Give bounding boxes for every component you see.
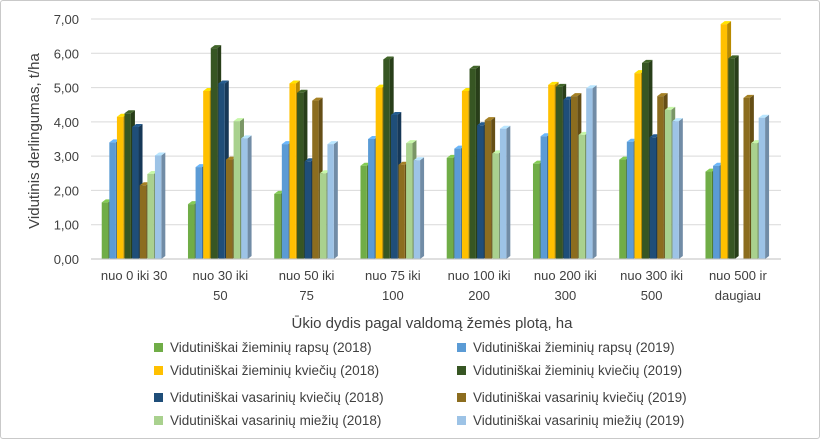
legend-item: Vidutiniškai vasarinių miežių (2018) <box>154 413 381 428</box>
bar <box>758 114 770 259</box>
legend-label: Vidutiniškai vasarinių kviečių (2018) <box>170 390 384 405</box>
legend-item: Vidutiniškai žieminių rapsų (2018) <box>154 340 372 355</box>
bars <box>101 21 770 260</box>
x-tick-label: daugiau <box>715 288 761 303</box>
legend: Vidutiniškai žieminių rapsų (2018) Viduti… <box>154 340 687 428</box>
bar <box>499 125 511 259</box>
x-tick-label: nuo 50 iki <box>279 268 335 283</box>
y-tick-label: 0,00 <box>54 252 79 267</box>
legend-swatch <box>457 393 466 402</box>
bar <box>728 55 739 259</box>
y-tick-label: 1,00 <box>54 218 79 233</box>
x-tick-label: 500 <box>641 288 663 303</box>
x-tick-label: nuo 500 ir <box>709 268 767 283</box>
y-tick-label: 5,00 <box>54 81 79 96</box>
y-tick-label: 6,00 <box>54 46 79 61</box>
x-tick-label: nuo 100 iki <box>448 268 511 283</box>
x-tick-label: nuo 0 iki 30 <box>101 268 168 283</box>
legend-swatch <box>457 416 466 425</box>
y-tick-label: 4,00 <box>54 115 79 130</box>
bar <box>586 85 597 259</box>
legend-label: Vidutiniškai žieminių kviečių (2019) <box>473 363 682 378</box>
legend-item: Vidutiniškai žieminių kviečių (2018) <box>154 363 379 378</box>
legend-label: Vidutiniškai vasarinių kviečių (2019) <box>473 390 687 405</box>
legend-swatch <box>154 366 163 375</box>
legend-item: Vidutiniškai vasarinių kviečių (2018) <box>154 390 384 405</box>
y-axis-title: Vidutinis derlingumas, t/ha <box>26 53 43 229</box>
x-tick-label: nuo 75 iki <box>365 268 421 283</box>
y-tick-label: 3,00 <box>54 149 79 164</box>
legend-item: Vidutiniškai žieminių rapsų (2019) <box>457 340 675 355</box>
y-tick-label: 2,00 <box>54 183 79 198</box>
x-tick-label: 50 <box>213 288 227 303</box>
legend-item: Vidutiniškai žieminių kviečių (2019) <box>457 363 682 378</box>
legend-swatch <box>154 343 163 352</box>
legend-label: Vidutiniškai vasarinių miežių (2018) <box>170 413 381 428</box>
x-tick-label: nuo 200 iki <box>534 268 597 283</box>
bar <box>241 135 252 259</box>
legend-label: Vidutiniškai žieminių rapsų (2019) <box>473 340 675 355</box>
legend-swatch <box>154 393 163 402</box>
x-tick-label: 300 <box>555 288 577 303</box>
x-tick-label: nuo 30 iki <box>193 268 249 283</box>
legend-label: Vidutiniškai vasarinių miežių (2019) <box>473 413 684 428</box>
legend-swatch <box>154 416 163 425</box>
bar <box>413 157 425 259</box>
x-axis-title: Ūkio dydis pagal valdomą žemės plotą, ha <box>292 315 574 332</box>
bar <box>327 141 338 259</box>
x-tick-label: 100 <box>382 288 404 303</box>
x-tick-label: 200 <box>468 288 490 303</box>
legend-label: Vidutiniškai žieminių rapsų (2018) <box>170 340 372 355</box>
legend-label: Vidutiniškai žieminių kviečių (2018) <box>170 363 379 378</box>
legend-swatch <box>457 366 466 375</box>
y-tick-label: 7,00 <box>54 12 79 27</box>
x-tick-label: 75 <box>299 288 313 303</box>
legend-swatch <box>457 343 466 352</box>
bar <box>672 118 683 260</box>
x-tick-label: nuo 300 iki <box>620 268 683 283</box>
bar <box>154 152 166 259</box>
legend-item: Vidutiniškai vasarinių kviečių (2019) <box>457 390 687 405</box>
legend-item: Vidutiniškai vasarinių miežių (2019) <box>457 413 684 428</box>
axes: 0,00 1,00 2,00 3,00 4,00 5,00 6,00 7,00 nuo 0 ik… <box>54 12 781 303</box>
